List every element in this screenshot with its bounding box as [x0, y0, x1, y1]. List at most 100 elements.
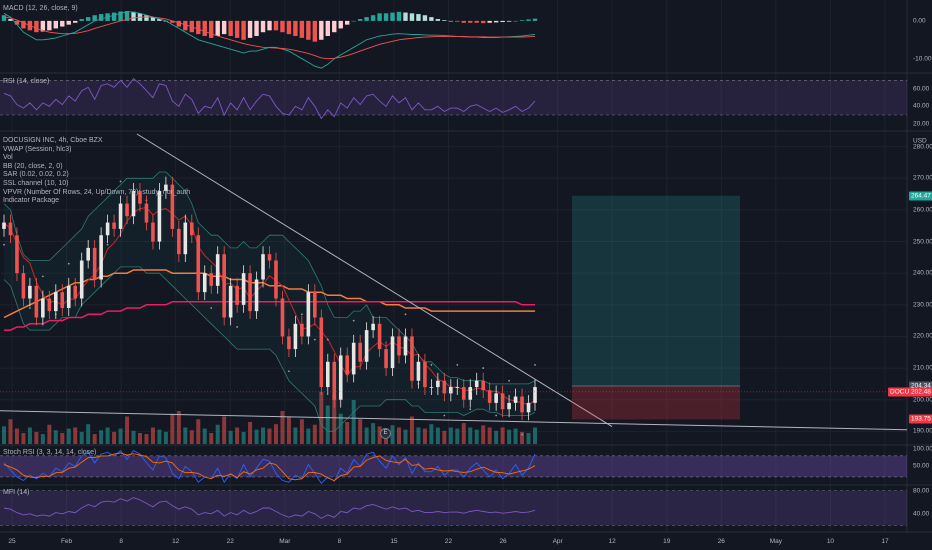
price-pane[interactable]	[0, 133, 908, 444]
x-axis-tick-label: May	[769, 538, 783, 545]
volume-bar	[170, 413, 175, 444]
x-axis-tick-label: 8	[119, 538, 123, 545]
sar-dot	[352, 319, 355, 322]
macd-histogram-bar	[403, 12, 408, 21]
macd-histogram-bar	[325, 20, 330, 36]
macd-histogram-bar	[176, 20, 182, 27]
candle-body	[526, 402, 531, 413]
legend-bb[interactable]: BB (20, close, 2, 0)	[3, 162, 63, 170]
price-axis-tick-label: 200.00	[913, 396, 932, 404]
price-tag: 202.48	[909, 387, 932, 397]
ssl-channel-line	[3, 206, 536, 406]
volume-bar	[286, 416, 291, 444]
volume-bar	[215, 424, 220, 444]
volume-bar	[468, 427, 473, 444]
candle-body	[8, 222, 13, 236]
macd-histogram-bar	[21, 20, 26, 29]
macd-histogram-bar	[299, 20, 305, 38]
chart-grid	[0, 0, 907, 532]
volume-bar	[112, 431, 117, 444]
macd-histogram-bar	[111, 12, 117, 21]
bollinger-lower-line	[3, 266, 536, 432]
volume-bar	[526, 433, 531, 444]
volume-bar	[474, 429, 479, 444]
macd-histogram-bar	[215, 20, 220, 36]
volume-bar	[235, 427, 240, 444]
volume-bar	[157, 429, 162, 444]
macd-histogram-bar	[183, 20, 188, 31]
sar-dot	[236, 326, 239, 328]
volume-bar	[86, 424, 91, 444]
legend-sar[interactable]: SAR (0.02, 0.02, 0.2)	[3, 171, 69, 179]
macd-histogram-bar	[409, 13, 415, 21]
volume-bar	[60, 433, 65, 444]
macd-histogram-bar	[34, 20, 39, 33]
volume-bar	[137, 433, 142, 444]
volume-bar	[390, 425, 395, 444]
symbol-title[interactable]: DOCUSIGN INC, 4h, Cboe BZX	[3, 137, 103, 144]
legend-vwap[interactable]: VWAP (Session, hlc3)	[3, 145, 72, 153]
volume-bar	[47, 424, 52, 444]
candle-body	[222, 254, 226, 318]
candle-body	[34, 285, 39, 318]
macd-histogram-bar	[79, 19, 84, 21]
candle-body	[325, 361, 330, 388]
support-trendline	[0, 410, 908, 431]
macd-histogram-bar	[500, 20, 505, 23]
macd-histogram-bar	[73, 20, 78, 23]
macd-histogram-bar	[487, 20, 492, 23]
macd-histogram-bar	[390, 12, 395, 21]
macd-histogram-bar	[209, 20, 214, 38]
sar-dot	[482, 367, 485, 369]
volume-bar	[248, 422, 253, 444]
macd-histogram-bar	[14, 20, 20, 25]
volume-bar	[533, 427, 537, 444]
x-axis-tick-label: 22	[226, 538, 234, 545]
volume-bar	[209, 433, 214, 444]
candle-body	[319, 317, 324, 388]
macd-histogram-bar	[396, 11, 402, 21]
indicator-legend: DOCUSIGN INC, 4h, Cboe BZX VWAP (Session…	[3, 137, 190, 206]
legend-indicator-package[interactable]: Indicator Package	[3, 197, 60, 205]
volume-bar	[435, 427, 440, 444]
volume-bar	[332, 394, 337, 444]
legend-vpvr[interactable]: VPVR (Number Of Rows, 24, Up/Down, 70): …	[3, 188, 191, 196]
legend-vol[interactable]: Vol	[3, 154, 13, 162]
volume-bar	[14, 428, 19, 444]
candle-body	[202, 273, 207, 293]
candle-body	[274, 260, 278, 299]
candle-body	[455, 387, 460, 388]
candle-body	[235, 285, 239, 305]
macd-histogram-bar	[47, 20, 52, 31]
macd-histogram-bar	[267, 20, 272, 31]
legend-ssl[interactable]: SSL channel (10, 10)	[3, 179, 69, 187]
volume-bar	[280, 411, 285, 444]
candle-body	[105, 222, 110, 236]
volume-bar	[125, 416, 130, 444]
volume-bar	[196, 419, 201, 444]
candle-body	[416, 361, 421, 381]
x-axis-tick-label: 26	[717, 538, 725, 545]
macd-histogram-bar	[519, 20, 525, 21]
candle-body	[86, 247, 90, 261]
x-axis-tick-label: Apr	[552, 538, 563, 545]
volume-bar	[500, 427, 505, 444]
candle-body	[487, 390, 492, 403]
macd-histogram-bar	[345, 20, 350, 25]
macd-histogram-bar	[448, 20, 454, 22]
volume-bar	[397, 427, 402, 444]
macd-histogram-bar	[124, 11, 130, 21]
candle-body	[15, 235, 19, 274]
sar-dot	[3, 243, 5, 246]
sar-dot	[41, 275, 44, 278]
x-axis-tick-label: 8	[337, 538, 342, 545]
candle-body	[60, 292, 65, 308]
volume-bar	[176, 411, 181, 444]
candle-body	[332, 361, 337, 400]
volume-bar	[79, 431, 84, 444]
mfi-axis-tick-label: 80.00	[913, 487, 930, 495]
price-axis-tick-label: 230.00	[913, 301, 932, 309]
volume-bar	[118, 428, 123, 444]
earnings-marker-icon[interactable]: E	[380, 428, 391, 439]
